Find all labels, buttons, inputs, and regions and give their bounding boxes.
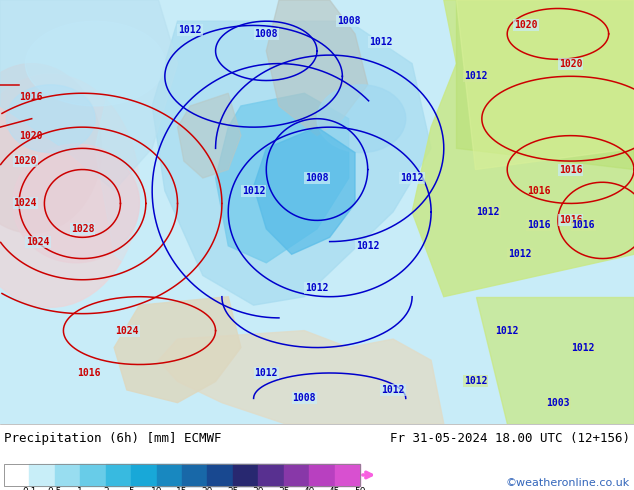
- Text: 1003: 1003: [546, 398, 570, 408]
- Bar: [4, 464, 360, 486]
- Polygon shape: [266, 0, 368, 136]
- Text: 1012: 1012: [242, 186, 266, 196]
- Ellipse shape: [0, 64, 101, 233]
- Text: 1008: 1008: [337, 16, 361, 26]
- Bar: [258, 464, 283, 486]
- Text: 30: 30: [252, 487, 264, 490]
- Text: 1016: 1016: [527, 220, 551, 230]
- Bar: [55, 464, 81, 486]
- Text: 1020: 1020: [19, 131, 42, 141]
- Bar: [106, 464, 131, 486]
- Bar: [4, 464, 29, 486]
- Bar: [182, 464, 207, 486]
- Text: 1020: 1020: [514, 21, 538, 30]
- Text: 1: 1: [77, 487, 83, 490]
- Text: 5: 5: [128, 487, 134, 490]
- Bar: [283, 464, 309, 486]
- Text: 1012: 1012: [571, 343, 595, 353]
- Text: 1024: 1024: [115, 325, 139, 336]
- Ellipse shape: [6, 85, 95, 152]
- Polygon shape: [456, 0, 634, 170]
- Text: 1012: 1012: [356, 241, 380, 251]
- Text: 35: 35: [278, 487, 290, 490]
- Text: 1024: 1024: [13, 198, 37, 208]
- Bar: [207, 464, 233, 486]
- Text: 40: 40: [304, 487, 315, 490]
- Text: 1012: 1012: [463, 71, 488, 81]
- Polygon shape: [0, 0, 178, 191]
- Polygon shape: [412, 0, 634, 297]
- Polygon shape: [254, 127, 355, 254]
- Text: 0.5: 0.5: [48, 487, 62, 490]
- Text: 45: 45: [329, 487, 340, 490]
- Text: 1012: 1012: [508, 249, 532, 259]
- Text: 1012: 1012: [368, 37, 392, 48]
- Bar: [29, 464, 55, 486]
- Text: 1020: 1020: [559, 59, 583, 69]
- Text: 20: 20: [202, 487, 213, 490]
- Text: 1020: 1020: [13, 156, 37, 166]
- Text: 1016: 1016: [19, 93, 42, 102]
- Text: 50: 50: [354, 487, 366, 490]
- Text: 1016: 1016: [527, 186, 551, 196]
- Bar: [131, 464, 157, 486]
- Bar: [309, 464, 335, 486]
- Polygon shape: [178, 93, 241, 178]
- Text: 1012: 1012: [476, 207, 500, 217]
- Text: 1016: 1016: [559, 165, 583, 174]
- Polygon shape: [152, 21, 431, 305]
- Text: 1008: 1008: [254, 29, 278, 39]
- Text: 1028: 1028: [70, 224, 94, 234]
- Bar: [81, 464, 106, 486]
- Text: 25: 25: [227, 487, 238, 490]
- Text: 1016: 1016: [559, 216, 583, 225]
- Text: 1012: 1012: [381, 385, 405, 395]
- Text: 1016: 1016: [77, 368, 101, 378]
- Text: 10: 10: [151, 487, 162, 490]
- Ellipse shape: [13, 144, 139, 263]
- Text: 1012: 1012: [495, 325, 519, 336]
- Text: 1012: 1012: [305, 283, 329, 293]
- Text: Fr 31-05-2024 18.00 UTC (12+156): Fr 31-05-2024 18.00 UTC (12+156): [390, 432, 630, 445]
- Text: ©weatheronline.co.uk: ©weatheronline.co.uk: [506, 478, 630, 488]
- Bar: [157, 464, 182, 486]
- Text: 1008: 1008: [292, 393, 316, 403]
- Bar: [233, 464, 258, 486]
- Ellipse shape: [0, 74, 139, 307]
- Text: 1024: 1024: [26, 237, 50, 246]
- Bar: [335, 464, 360, 486]
- Polygon shape: [158, 331, 444, 424]
- Ellipse shape: [317, 85, 406, 152]
- Text: 2: 2: [103, 487, 108, 490]
- Polygon shape: [456, 0, 634, 170]
- Text: 1008: 1008: [305, 173, 329, 183]
- Text: 15: 15: [176, 487, 188, 490]
- Text: 1012: 1012: [254, 368, 278, 378]
- Text: Precipitation (6h) [mm] ECMWF: Precipitation (6h) [mm] ECMWF: [4, 432, 221, 445]
- Text: 1012: 1012: [463, 376, 488, 387]
- Text: 0.1: 0.1: [22, 487, 37, 490]
- Polygon shape: [114, 297, 241, 403]
- Polygon shape: [216, 93, 349, 263]
- Ellipse shape: [25, 21, 165, 106]
- Polygon shape: [476, 297, 634, 424]
- Text: 1012: 1012: [400, 173, 424, 183]
- Text: 1016: 1016: [571, 220, 595, 230]
- Polygon shape: [95, 0, 456, 331]
- Text: 1012: 1012: [178, 24, 202, 35]
